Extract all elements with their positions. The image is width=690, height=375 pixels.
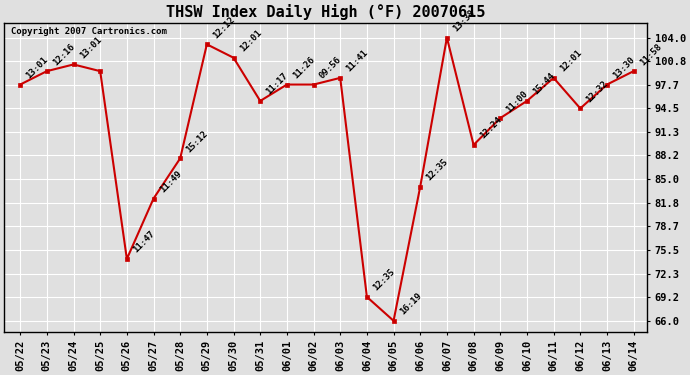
Text: 11:41: 11:41: [344, 48, 370, 74]
Text: 11:58: 11:58: [638, 42, 663, 67]
Text: 11:26: 11:26: [291, 55, 317, 80]
Text: 12:12: 12:12: [211, 15, 237, 40]
Text: 13:38: 13:38: [451, 8, 476, 33]
Text: 11:00: 11:00: [504, 88, 530, 114]
Text: 11:49: 11:49: [158, 169, 183, 194]
Text: Copyright 2007 Cartronics.com: Copyright 2007 Cartronics.com: [10, 27, 166, 36]
Text: 12:16: 12:16: [51, 42, 77, 67]
Text: 09:56: 09:56: [317, 55, 343, 80]
Text: 11:17: 11:17: [264, 71, 290, 97]
Text: 12:32: 12:32: [584, 79, 610, 104]
Title: THSW Index Daily High (°F) 20070615: THSW Index Daily High (°F) 20070615: [166, 4, 485, 20]
Text: 15:12: 15:12: [184, 129, 210, 154]
Text: 16:19: 16:19: [397, 291, 423, 316]
Text: 13:01: 13:01: [78, 35, 103, 60]
Text: 13:01: 13:01: [24, 55, 50, 80]
Text: 12:35: 12:35: [371, 267, 397, 293]
Text: 12:35: 12:35: [424, 157, 450, 183]
Text: 11:47: 11:47: [131, 230, 157, 255]
Text: 12:01: 12:01: [238, 28, 263, 54]
Text: 13:30: 13:30: [611, 55, 636, 80]
Text: 15:44: 15:44: [531, 71, 556, 97]
Text: 12:01: 12:01: [558, 48, 583, 74]
Text: 12:24: 12:24: [477, 116, 503, 141]
